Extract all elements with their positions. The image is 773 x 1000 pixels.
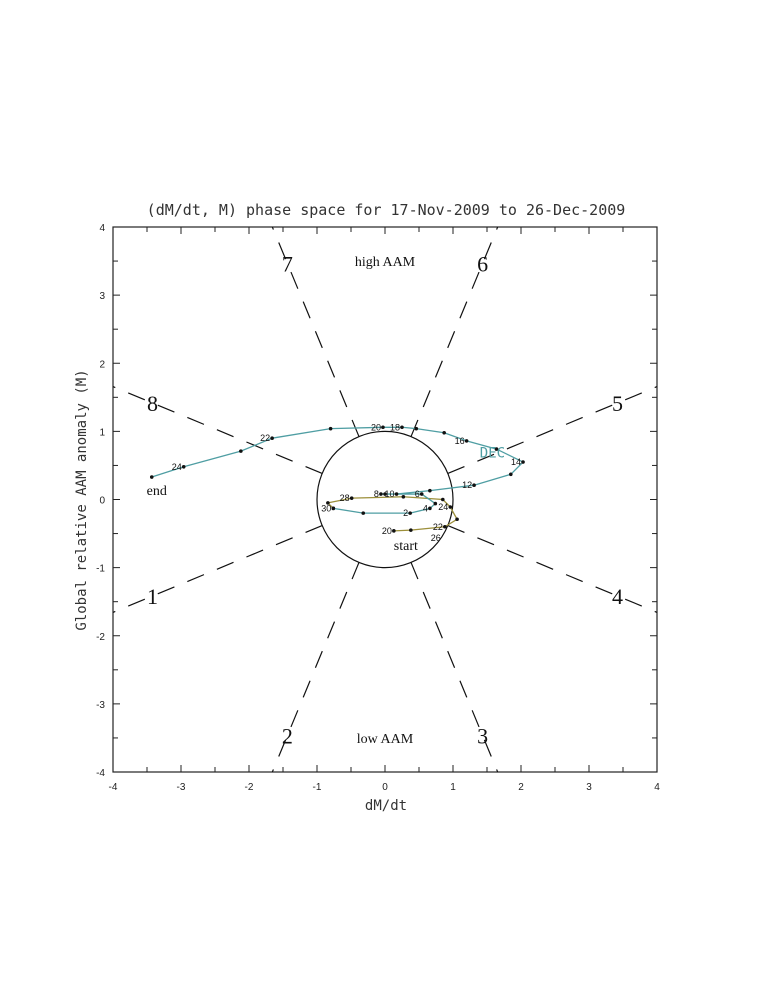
x-tick-label: -3 (177, 782, 186, 793)
trajectory-point (361, 511, 366, 515)
point-label: 24 (438, 502, 448, 512)
phase-boundary-line (271, 562, 360, 773)
trajectory-point (149, 475, 154, 479)
y-tick-label: -4 (96, 768, 105, 779)
trajectory-point (349, 496, 354, 500)
phase-label-1: 1 (147, 584, 158, 609)
y-tick-label: -1 (96, 564, 105, 575)
trajectory-point (428, 488, 432, 493)
x-axis-label: dM/dt (365, 798, 407, 814)
y-tick-label: 0 (99, 496, 105, 507)
phase-label-6: 6 (477, 251, 488, 276)
phase-boundary-line (447, 386, 658, 474)
x-tick-label: -1 (313, 782, 322, 793)
high-aam-label: high AAM (355, 255, 416, 270)
point-label: 24 (172, 462, 182, 472)
trajectory-point (401, 494, 406, 499)
point-label: 20 (382, 526, 392, 536)
trajectory-point (181, 465, 186, 469)
point-label: 18 (390, 422, 400, 432)
y-tick-label: 1 (99, 427, 105, 438)
phase-boundary-line (447, 525, 658, 613)
trajectory-point (442, 430, 446, 435)
trajectory-point (521, 460, 525, 464)
x-tick-label: -4 (109, 782, 118, 793)
trajectory-line-0 (326, 496, 458, 532)
point-label: 20 (371, 422, 381, 432)
trajectory-point (239, 449, 243, 453)
point-label: 8 (374, 489, 379, 499)
y-tick-label: 3 (99, 291, 105, 302)
trajectory-point (509, 472, 513, 477)
start-label: start (394, 539, 418, 554)
trajectory-point (408, 511, 412, 515)
trajectory-point (428, 506, 432, 511)
phase-boundary-line (271, 226, 360, 437)
x-tick-label: 3 (586, 782, 592, 793)
phase-boundary-line (112, 386, 323, 474)
trajectory-point (433, 501, 438, 506)
x-tick-label: 2 (518, 782, 524, 793)
trajectory-point (414, 426, 419, 431)
phase-label-2: 2 (282, 724, 293, 749)
trajectory-point (400, 425, 404, 430)
point-label: 26 (431, 533, 441, 543)
trajectory-point (464, 439, 469, 443)
chart-title: (dM/dt, M) phase space for 17-Nov-2009 t… (147, 201, 626, 219)
trajectory-point (331, 506, 336, 511)
low-aam-label: low AAM (357, 732, 414, 747)
trajectory-point (328, 426, 333, 431)
trajectory-point (409, 528, 413, 532)
phase-label-4: 4 (612, 584, 623, 609)
trajectory-point (455, 517, 459, 522)
y-tick-label: -3 (96, 700, 105, 711)
point-label: 30 (321, 503, 331, 513)
trajectory-point (379, 492, 383, 496)
point-label: 6 (415, 489, 420, 499)
y-tick-label: 4 (99, 223, 105, 234)
phase-label-5: 5 (612, 391, 623, 416)
phase-label-3: 3 (477, 724, 488, 749)
phase-label-7: 7 (282, 251, 293, 276)
point-label: 14 (511, 457, 521, 467)
point-label: 2 (403, 508, 408, 518)
y-tick-label: -2 (96, 632, 105, 643)
plot-frame (112, 226, 658, 773)
trajectory-point (383, 492, 387, 496)
x-tick-label: 4 (654, 782, 660, 793)
point-label: 22 (260, 433, 270, 443)
x-tick-label: 0 (382, 782, 388, 793)
phase-boundary-line (410, 562, 499, 773)
phase-boundary-line (410, 226, 499, 437)
trajectory-point (394, 492, 399, 496)
phase-boundary-line (112, 525, 323, 613)
y-tick-label: 2 (99, 359, 105, 370)
point-label: 4 (423, 503, 428, 513)
trajectory-point (443, 524, 447, 529)
trajectory-point (419, 492, 424, 496)
point-label: 28 (340, 493, 350, 503)
trajectory-point (392, 529, 396, 533)
point-label: 22 (433, 522, 443, 532)
phase-label-8: 8 (147, 391, 158, 416)
unit-circle (316, 430, 454, 569)
y-axis-label: Global relative AAM anomaly (M) (74, 369, 90, 630)
trajectory-point (326, 501, 330, 505)
trajectory-point (441, 497, 445, 502)
month-label-dec: DEC (480, 445, 505, 461)
point-label: 12 (462, 480, 472, 490)
x-tick-label: 1 (450, 782, 456, 793)
trajectory-point (448, 505, 453, 509)
point-label: 16 (455, 436, 465, 446)
trajectory-point (494, 447, 499, 451)
trajectory-point (270, 436, 274, 440)
trajectory-point (381, 425, 385, 430)
end-label: end (147, 484, 167, 499)
point-label: 10 (385, 489, 395, 499)
trajectory-point (472, 483, 476, 487)
x-tick-label: -2 (245, 782, 254, 793)
